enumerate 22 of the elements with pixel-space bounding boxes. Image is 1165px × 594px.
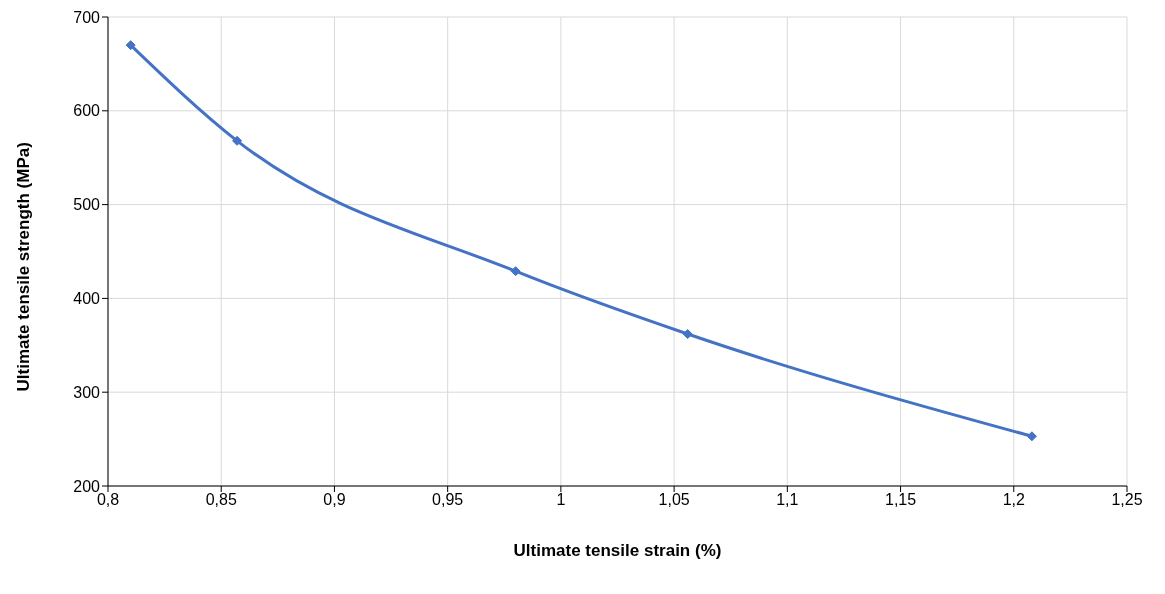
y-tick-label: 600 (73, 102, 101, 120)
point (1026, 431, 1037, 442)
point (682, 329, 693, 340)
y-tick-label: 500 (73, 196, 101, 214)
x-tick-label: 1,1 (776, 491, 799, 509)
x-tick-label: 1 (556, 491, 566, 509)
y-tick-label: 700 (73, 8, 101, 26)
y-tick-label: 400 (73, 290, 101, 308)
y-tick-label: 300 (73, 383, 101, 401)
point (232, 135, 243, 146)
x-tick-label: 0,95 (432, 491, 464, 509)
x-tick-label: 1,15 (884, 491, 917, 509)
x-tick-label: 0,85 (205, 491, 237, 509)
x-tick-label: 1,05 (658, 491, 690, 509)
point (125, 40, 136, 51)
point (510, 266, 521, 277)
y-axis-title: Ultimate tensile strength (MPa) (14, 142, 34, 392)
x-tick-label: 1,2 (1002, 491, 1025, 509)
x-tick-label: 0,9 (323, 491, 346, 509)
x-axis-title: Ultimate tensile strain (%) (513, 541, 722, 560)
x-tick-label: 0,8 (96, 491, 120, 509)
x-tick-label: 1,25 (1111, 491, 1143, 509)
